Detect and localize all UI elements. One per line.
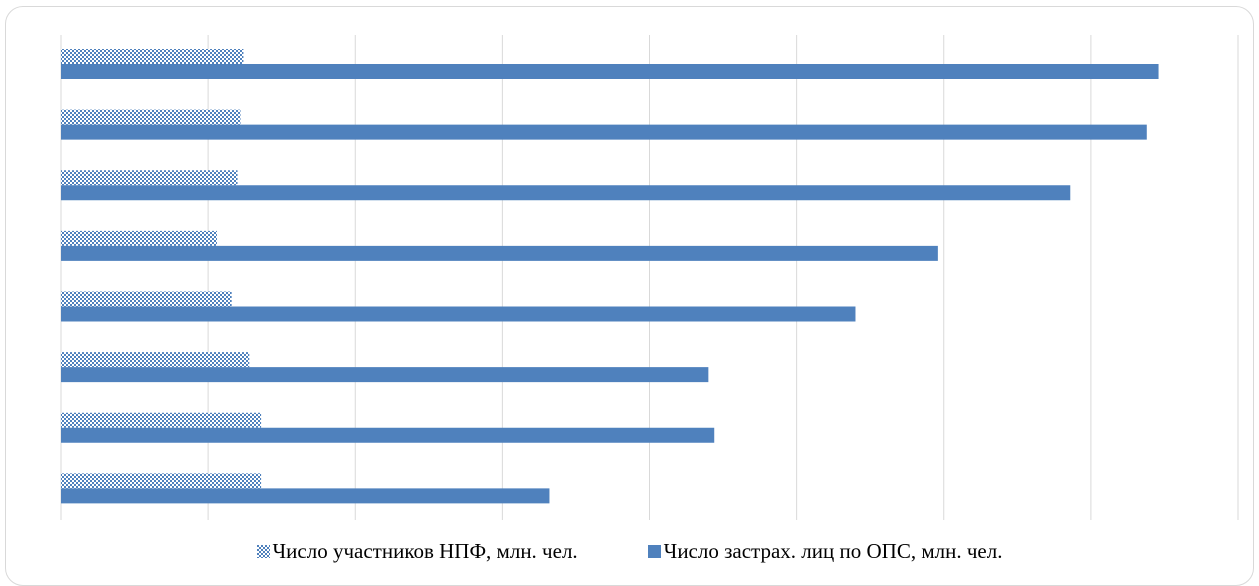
bar-series-2-row-2 [61,124,1147,140]
legend-item-series-1: Число участников НПФ, млн. чел. [256,538,578,564]
bars [61,49,1159,504]
bar-series-1-row-3 [61,170,238,186]
legend-label-series-1: Число участников НПФ, млн. чел. [272,538,578,563]
bar-series-2-row-4 [61,245,938,261]
bar-series-2-row-6 [61,367,709,383]
bar-series-2-row-5 [61,306,856,322]
bar-series-1-row-4 [61,230,217,246]
legend-label-series-2: Число застрах. лиц по ОПС, млн. чел. [663,538,1003,563]
legend-item-series-2: Число застрах. лиц по ОПС, млн. чел. [647,538,1003,564]
bar-series-2-row-1 [61,64,1159,79]
bar-chart [60,35,1239,520]
bar-series-2-row-3 [61,185,1071,201]
bar-series-1-row-1 [61,49,244,64]
bar-series-2-row-8 [61,488,550,504]
legend-swatch-patterned [256,544,270,558]
bar-series-1-row-2 [61,109,241,125]
legend: Число участников НПФ, млн. чел. Число за… [0,536,1259,566]
bar-series-1-row-5 [61,291,232,307]
gridlines [60,35,1239,520]
bar-series-1-row-6 [61,352,250,368]
bar-series-1-row-8 [61,473,262,489]
bar-series-1-row-7 [61,412,262,428]
legend-swatch-solid [647,544,661,558]
bar-series-2-row-7 [61,427,715,443]
